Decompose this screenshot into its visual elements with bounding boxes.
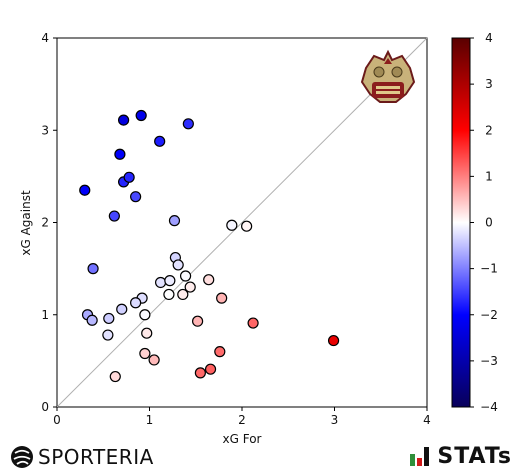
- y-axis-ticks: 0 1 2 3 4: [41, 31, 57, 414]
- data-point: [184, 281, 196, 293]
- data-point: [327, 334, 340, 347]
- data-point: [214, 346, 226, 358]
- data-point: [194, 367, 206, 379]
- colorbar-tick-label: −3: [480, 354, 498, 368]
- data-point: [154, 135, 166, 147]
- data-point: [114, 148, 126, 160]
- data-point: [204, 363, 217, 375]
- data-point: [247, 317, 259, 329]
- data-point: [192, 315, 204, 327]
- colorbar-tick-label: −1: [480, 262, 498, 276]
- diagonal-reference-line: [56, 37, 428, 408]
- y-tick-label: 0: [41, 400, 49, 414]
- y-tick-label: 2: [41, 216, 49, 230]
- data-point: [123, 171, 135, 183]
- x-tick-label: 0: [53, 413, 61, 427]
- data-point: [109, 370, 121, 383]
- x-tick-label: 1: [146, 413, 154, 427]
- y-tick-label: 4: [41, 31, 49, 45]
- x-tick-label: 3: [331, 413, 339, 427]
- data-point: [108, 210, 120, 222]
- data-point: [226, 219, 238, 231]
- data-point: [135, 109, 147, 122]
- colorbar-tick-label: 2: [485, 123, 493, 137]
- x-axis-ticks: 0 1 2 3 4: [53, 407, 431, 427]
- data-point: [216, 292, 228, 304]
- data-point: [87, 263, 99, 275]
- data-point: [172, 259, 184, 271]
- stats-logo: STATs: [409, 442, 512, 470]
- data-point: [102, 329, 114, 341]
- data-point: [130, 191, 142, 203]
- data-point: [130, 297, 142, 309]
- colorbar-ticks: 4 3 2 1 0 −1 −2 −3 −4: [470, 31, 498, 414]
- data-point: [79, 184, 91, 196]
- data-point: [141, 327, 153, 339]
- data-point: [86, 314, 98, 326]
- colorbar-tick-label: 4: [485, 31, 493, 45]
- data-point: [139, 309, 151, 321]
- data-points: [79, 109, 340, 383]
- data-point: [163, 288, 175, 301]
- data-point: [139, 347, 151, 360]
- data-point: [182, 118, 194, 130]
- x-tick-label: 4: [423, 413, 431, 427]
- x-tick-label: 2: [238, 413, 246, 427]
- sporteria-ball-icon: [11, 446, 33, 468]
- data-point: [116, 303, 128, 315]
- team-crest-icon: [360, 49, 416, 103]
- x-axis-label: xG For: [223, 432, 262, 446]
- data-point: [179, 270, 192, 282]
- y-tick-label: 1: [41, 308, 49, 322]
- data-point: [164, 275, 176, 287]
- colorbar-tick-label: 0: [485, 216, 493, 230]
- data-point: [103, 312, 115, 325]
- colorbar-tick-label: −2: [480, 308, 498, 322]
- data-point: [148, 354, 160, 366]
- data-point: [117, 114, 130, 126]
- y-axis-label: xG Against: [19, 190, 33, 256]
- sporteria-logo: SPORTERIA: [10, 444, 154, 470]
- data-point: [203, 274, 215, 286]
- colorbar-tick-label: 1: [485, 169, 493, 183]
- data-point: [241, 220, 253, 232]
- data-point: [168, 215, 181, 227]
- y-tick-label: 3: [41, 123, 49, 137]
- sporteria-brand: SPORTERIA: [38, 445, 154, 469]
- colorbar-tick-label: 3: [485, 77, 493, 91]
- colorbar-tick-label: −4: [480, 400, 498, 414]
- data-point: [155, 276, 167, 289]
- data-point: [177, 288, 189, 301]
- colorbar: [451, 37, 471, 408]
- stats-brand: STATs: [437, 443, 512, 469]
- stats-bars-icon: [410, 447, 430, 466]
